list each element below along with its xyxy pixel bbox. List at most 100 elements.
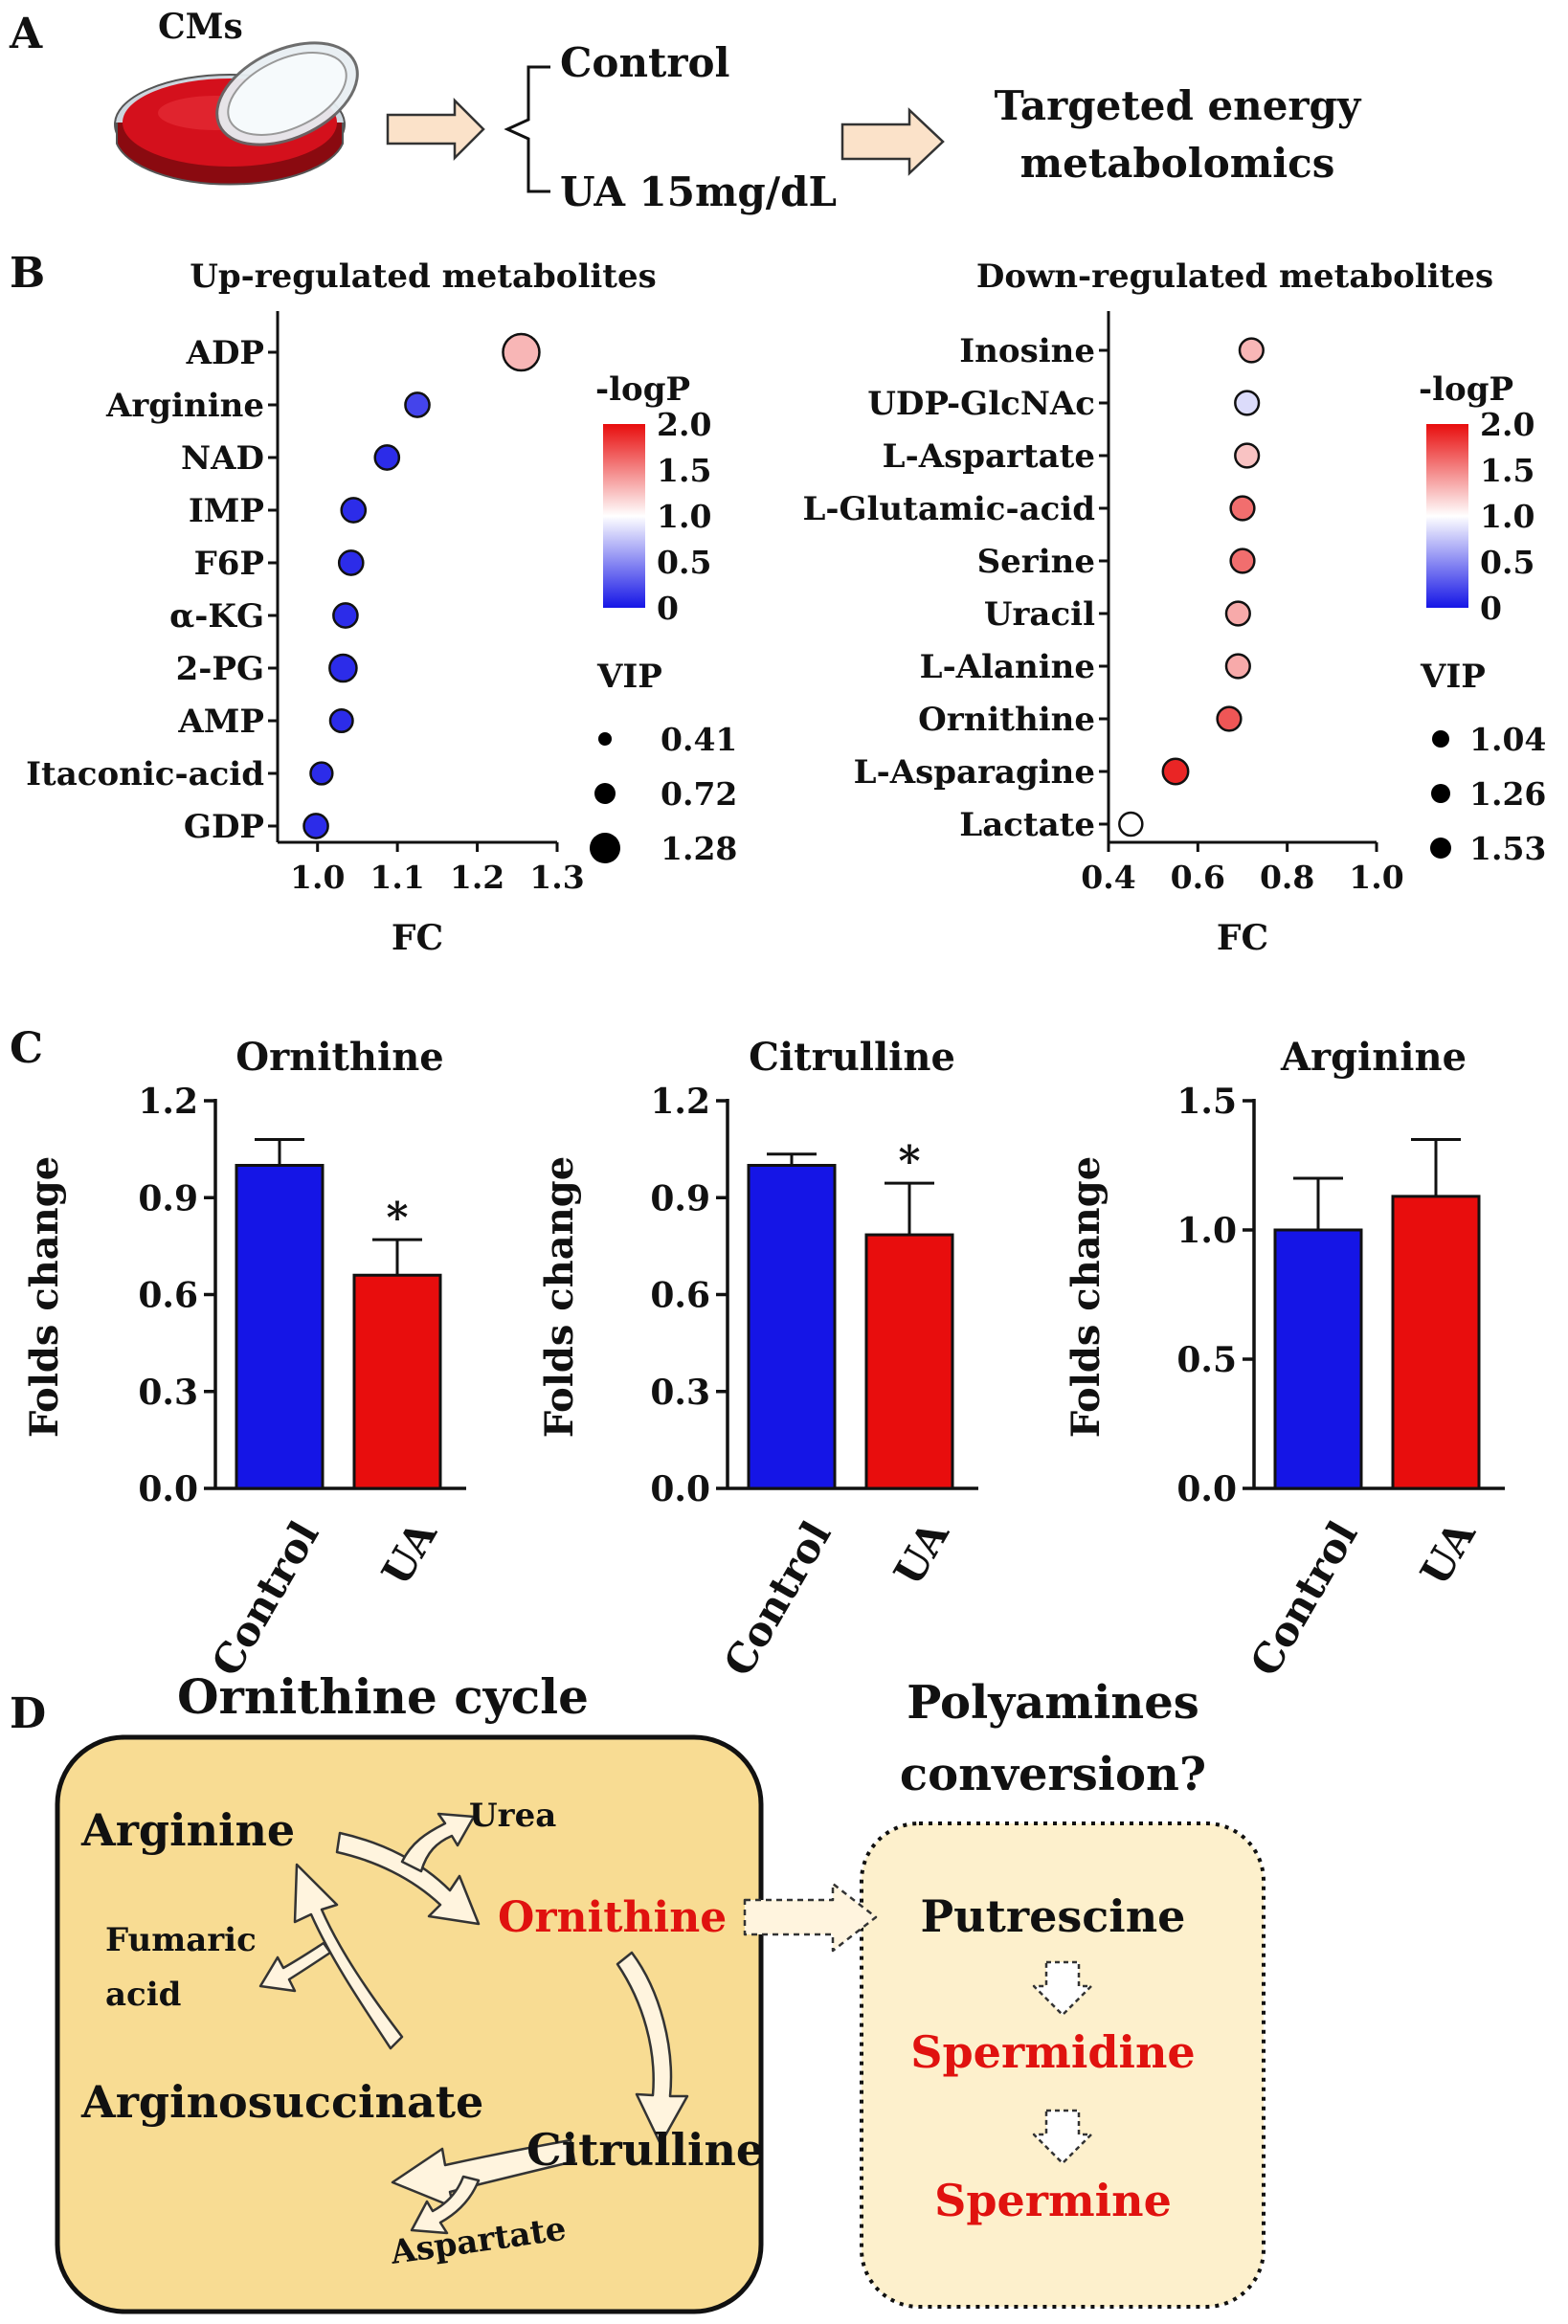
- data-point: [1229, 547, 1256, 574]
- x-tick-label: 1.0: [290, 859, 345, 896]
- y-tick-label: 0.9: [138, 1178, 198, 1218]
- up-regulated-chart: Up-regulated metabolites ADP Arginine NAD IM…: [26, 257, 737, 958]
- y-tick-label: 1.5: [1176, 1082, 1237, 1122]
- data-point: [1224, 600, 1251, 627]
- putrescine-node: Putrescine: [921, 1890, 1186, 1942]
- data-point: [1161, 757, 1190, 786]
- data-point: [332, 602, 359, 629]
- fumaric-node-line1: Fumaric: [105, 1921, 257, 1959]
- y-tick-label: Lactate: [959, 806, 1095, 844]
- size-legend-dot: [590, 833, 620, 863]
- x-axis-label: FC: [392, 918, 443, 958]
- data-point: [1216, 705, 1243, 732]
- arginine-node: Arginine: [80, 1804, 295, 1856]
- cycle-title: Ornithine cycle: [177, 1668, 589, 1725]
- y-tick-label: L-Glutamic-acid: [802, 490, 1095, 528]
- chart-title: Arginine: [1280, 1035, 1467, 1080]
- arrow-citrulline-to-arginosuccinate: [391, 2138, 576, 2209]
- y-tick-label: 1.2: [650, 1082, 710, 1122]
- group-ua-label: UA 15mg/dL: [560, 168, 837, 215]
- arrow-fumaric-branch: [258, 1941, 332, 1993]
- color-legend-tick: 1.5: [1480, 452, 1534, 489]
- size-legend-dot: [598, 732, 612, 746]
- x-axis-label: FC: [1217, 918, 1268, 958]
- data-point: [302, 813, 329, 839]
- petri-dish-icon: [114, 41, 359, 186]
- bar: [864, 1233, 954, 1490]
- x-tick-label: Control: [203, 1513, 328, 1684]
- chart-title: Up-regulated metabolites: [190, 257, 657, 296]
- color-bar: [1426, 424, 1468, 608]
- x-tick-label: 0.6: [1171, 859, 1225, 896]
- data-point: [1229, 495, 1256, 522]
- group-control-label: Control: [560, 39, 729, 86]
- y-tick-label: Serine: [977, 543, 1095, 581]
- data-point: [1224, 653, 1251, 680]
- size-legend-label: 1.53: [1469, 830, 1546, 867]
- data-point: [337, 549, 365, 576]
- y-axis-label: Folds change: [22, 1156, 67, 1438]
- data-point: [373, 444, 401, 471]
- y-tick-label: 0.3: [138, 1373, 198, 1413]
- y-tick-label: α-KG: [169, 597, 264, 636]
- y-tick-label: 0.0: [650, 1469, 710, 1509]
- x-tick-label: 1.3: [529, 859, 584, 896]
- size-legend-dot: [1432, 730, 1449, 748]
- y-tick-label: NAD: [181, 439, 264, 478]
- y-tick-label: L-Alanine: [920, 648, 1095, 686]
- ornithine-node: Ornithine: [498, 1893, 727, 1942]
- bar: [747, 1164, 837, 1490]
- chart-title: Ornithine: [235, 1035, 443, 1080]
- size-legend-label: 1.28: [661, 830, 737, 867]
- y-tick-label: 1.2: [138, 1082, 198, 1122]
- color-legend-tick: 2.0: [657, 406, 711, 443]
- ornithine-bar-chart: Ornithine 0.0 0.3 0.6 0.9 1.2 Folds change Cont…: [22, 1035, 466, 1684]
- y-tick-label: Arginine: [105, 387, 264, 425]
- y-tick-label: ADP: [186, 334, 264, 372]
- arrow-putrescine-to-spermidine: [1032, 1960, 1093, 2017]
- panel-label-a: A: [9, 10, 43, 58]
- data-point: [340, 497, 368, 524]
- size-legend-title: VIP: [596, 658, 662, 696]
- size-legend-dot: [594, 783, 616, 804]
- y-tick-label: F6P: [194, 545, 264, 583]
- data-point: [404, 391, 431, 418]
- color-bar: [603, 424, 645, 608]
- x-tick-label: Control: [1242, 1513, 1367, 1684]
- flow-arrow-1: [386, 97, 485, 162]
- size-legend-title: VIP: [1420, 658, 1486, 696]
- fumaric-node-line2: acid: [105, 1976, 181, 2014]
- bar: [1273, 1228, 1363, 1490]
- chart-title: Down-regulated metabolites: [976, 257, 1493, 296]
- x-tick-label: 1.0: [1349, 859, 1403, 896]
- group-bracket: [504, 65, 550, 193]
- size-legend-label: 0.41: [661, 721, 737, 758]
- color-legend-title: -logP: [1419, 370, 1513, 409]
- arrow-urea-branch: [400, 1812, 476, 1873]
- citrulline-node: Citrulline: [526, 2124, 764, 2176]
- data-point: [309, 761, 334, 786]
- panel-label-c: C: [10, 1024, 43, 1073]
- x-tick-label: UA: [885, 1512, 958, 1594]
- cycle-arrows: [258, 1812, 1093, 2235]
- down-regulated-chart: Down-regulated metabolites Inosine UDP-Glc…: [802, 257, 1546, 958]
- y-tick-label: 0.3: [650, 1373, 710, 1413]
- polyamines-box: [860, 1821, 1266, 2309]
- poly-title-line2: conversion?: [900, 1748, 1206, 1801]
- arrow-aspartate-branch: [410, 2175, 481, 2235]
- y-tick-label: L-Aspartate: [883, 437, 1095, 476]
- x-tick-label: 1.2: [450, 859, 504, 896]
- color-legend-tick: 0.5: [657, 544, 711, 581]
- size-legend-dot: [1430, 838, 1451, 859]
- significance-marker: *: [386, 1194, 408, 1242]
- x-tick-label: 0.4: [1081, 859, 1135, 896]
- x-tick-label: 1.1: [370, 859, 424, 896]
- cells-label: CMs: [158, 7, 243, 47]
- y-tick-label: 1.0: [1176, 1211, 1237, 1251]
- size-legend-label: 1.26: [1469, 775, 1546, 813]
- color-legend-tick: 0: [1480, 590, 1502, 627]
- arginine-bar-chart: Arginine 0.0 0.5 1.0 1.5 Folds change Control U…: [1064, 1035, 1505, 1684]
- urea-node: Urea: [469, 1797, 556, 1835]
- y-tick-label: 2-PG: [176, 650, 264, 688]
